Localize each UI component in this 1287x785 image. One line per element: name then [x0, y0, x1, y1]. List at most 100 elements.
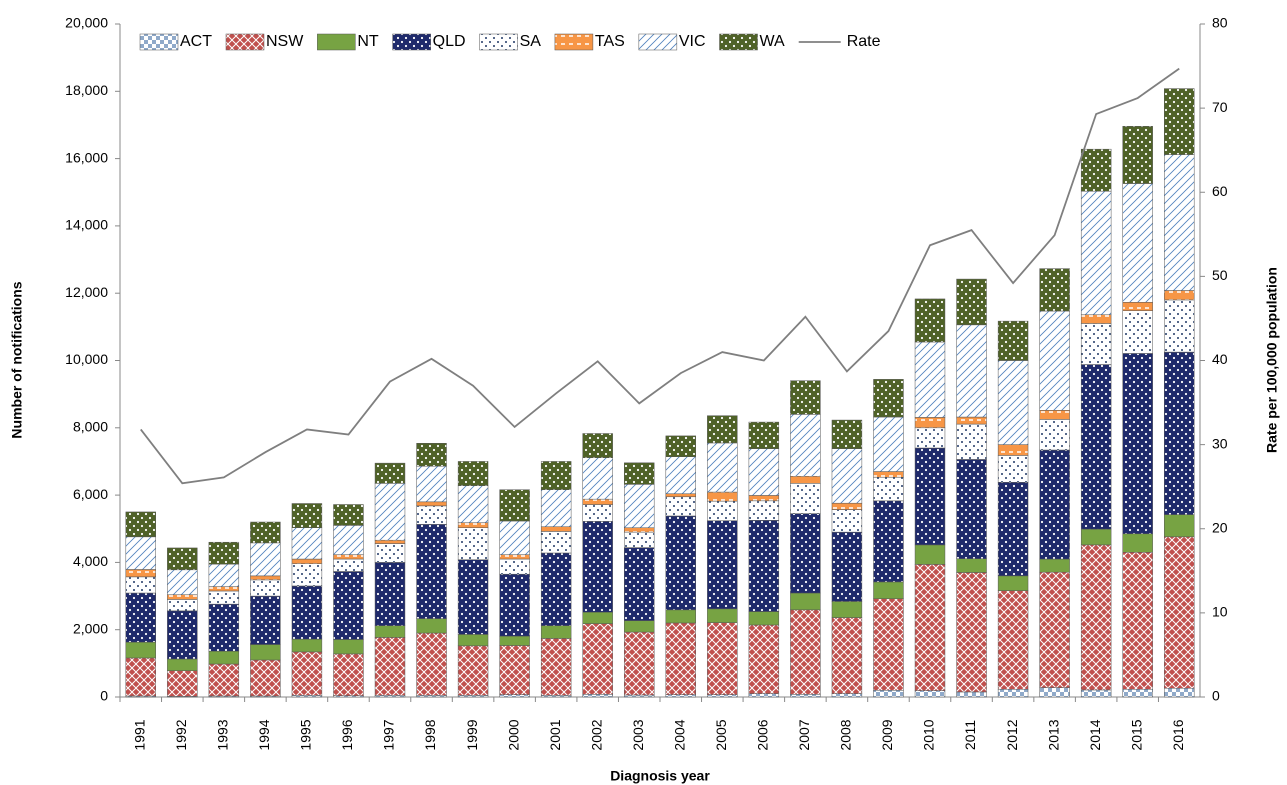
bar-segment — [167, 658, 198, 672]
bar-segment — [499, 694, 530, 698]
bar-segment — [250, 521, 281, 544]
bar-segment — [1080, 364, 1112, 530]
bar-segment — [707, 500, 738, 521]
bar-segment — [1080, 148, 1112, 192]
bar-segment — [956, 691, 987, 698]
bar-segment — [582, 694, 613, 698]
bar-segment — [873, 500, 904, 583]
bar-segment — [914, 417, 946, 429]
bar-segment — [208, 590, 240, 605]
bar-segment — [997, 360, 1029, 445]
bar-segment — [499, 520, 530, 555]
x-tick-label: 2012 — [1004, 719, 1020, 750]
bar-segment — [250, 575, 281, 581]
bar-segment — [748, 693, 780, 698]
bar-segment — [707, 442, 738, 493]
y2-tick-label: 80 — [1212, 15, 1228, 31]
bar-segment — [873, 581, 904, 599]
bar-segment — [499, 489, 530, 522]
bar-segment — [333, 504, 364, 526]
bar-segment — [624, 547, 655, 621]
bar-segment — [748, 500, 780, 521]
bar-segment — [873, 598, 904, 691]
x-tick-label: 2010 — [921, 719, 937, 750]
bar-segment — [125, 657, 156, 697]
x-tick-label: 1991 — [131, 719, 147, 750]
bar-segment — [582, 611, 613, 624]
bar-segment — [748, 495, 780, 502]
bar-segment — [167, 670, 198, 697]
bar-segment — [1122, 183, 1153, 303]
bar-segment — [914, 298, 946, 343]
bar-segment — [457, 634, 489, 647]
bar-segment — [540, 625, 572, 639]
legend-item: VIC — [638, 33, 706, 51]
x-tick-label: 1992 — [173, 719, 189, 750]
bar-segment — [1080, 528, 1112, 546]
bar-segment — [540, 489, 572, 527]
bar-segment — [707, 694, 738, 698]
bar-segment — [208, 586, 240, 592]
bar-segment — [582, 521, 613, 613]
x-tick-label: 2006 — [755, 719, 771, 750]
bar-segment — [748, 520, 780, 612]
bar-segment — [997, 444, 1029, 456]
x-tick-label: 2007 — [796, 719, 812, 750]
bar-segment — [914, 427, 946, 449]
y-tick-label: 14,000 — [65, 217, 108, 233]
bar-segment — [540, 526, 572, 532]
y-tick-label: 6,000 — [73, 486, 108, 502]
bar-segment — [1080, 323, 1112, 365]
bar-segment — [457, 527, 489, 560]
bar-segment — [1164, 688, 1195, 698]
x-tick-label: 1995 — [298, 719, 314, 750]
legend-label: ACT — [180, 33, 212, 50]
bar-segment — [1080, 689, 1112, 698]
legend-swatch — [719, 33, 758, 51]
bar-segment — [1164, 88, 1195, 155]
bar-segment — [707, 608, 738, 623]
y2-tick-label: 60 — [1212, 183, 1228, 199]
bar-segment — [997, 689, 1029, 698]
bar-segment — [873, 471, 904, 478]
bar-segment — [956, 423, 987, 460]
bar-segment — [582, 623, 613, 695]
bar-segment — [208, 563, 240, 587]
bar-segment — [665, 694, 696, 698]
bar-segment — [1164, 536, 1195, 689]
legend-swatch — [139, 33, 179, 51]
bar-segment — [540, 638, 572, 696]
bar-segment — [1122, 126, 1153, 184]
bar-segment — [582, 504, 613, 522]
bar-segment — [1080, 544, 1112, 691]
bar-segment — [956, 572, 987, 693]
bar-segment — [291, 651, 323, 696]
bar-segment — [956, 416, 987, 425]
bar-segment — [707, 491, 738, 502]
bar-segment — [416, 465, 447, 503]
legend-label: Rate — [847, 33, 881, 50]
bar-segment — [499, 558, 530, 575]
bar-segment — [291, 558, 323, 564]
bar-segment — [1122, 533, 1153, 553]
bar-segment — [790, 380, 821, 415]
bar-segment — [1164, 299, 1195, 353]
bar-segment — [540, 695, 572, 698]
bar-segment — [1080, 190, 1112, 315]
bar-segment — [873, 690, 904, 698]
bar-segment — [333, 525, 364, 555]
bar-segment — [1039, 268, 1070, 312]
y-tick-label: 20,000 — [65, 15, 108, 31]
bar-segment — [914, 341, 946, 418]
legend-swatch — [225, 33, 265, 51]
x-tick-label: 2011 — [962, 720, 978, 750]
x-tick-label: 2016 — [1170, 719, 1186, 750]
legend-item: TAS — [554, 33, 625, 51]
bar-segment — [831, 531, 863, 602]
y2-tick-label: 50 — [1212, 267, 1228, 283]
bar-segment — [790, 414, 821, 477]
legend-label: WA — [760, 33, 786, 50]
bar-segment — [1122, 353, 1153, 535]
legend-item: SA — [479, 33, 541, 51]
